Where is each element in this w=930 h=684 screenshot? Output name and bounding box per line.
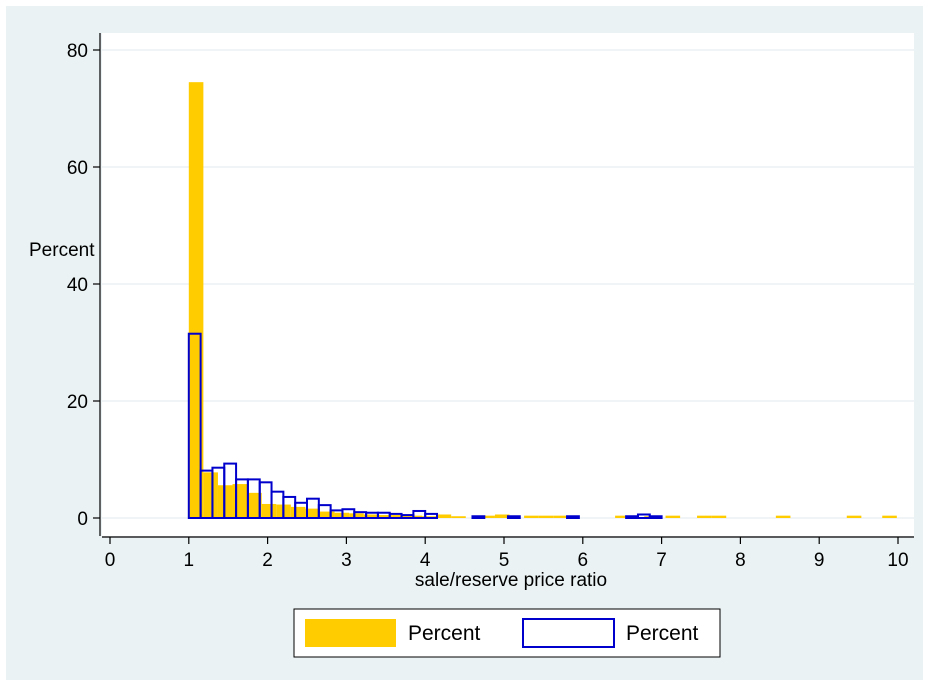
x-tick-label-4: 4: [420, 550, 431, 571]
filled-bar-30: [846, 515, 862, 518]
filled-bar-3: [232, 484, 248, 518]
x-tick-label-10: 10: [887, 550, 908, 571]
filled-bar-27: [697, 515, 712, 518]
filled-bar-15: [407, 515, 423, 518]
x-tick-label-2: 2: [262, 550, 273, 571]
filled-bar-22: [538, 515, 554, 518]
filled-bar-14: [392, 515, 408, 518]
filled-bar-4: [247, 492, 262, 518]
filled-bar-29: [775, 515, 791, 518]
filled-bar-28: [711, 515, 727, 518]
y-tick-label-60: 60: [67, 158, 88, 179]
legend-label-filled: Percent: [408, 622, 481, 645]
x-tick-label-9: 9: [814, 550, 825, 571]
x-tick-label-5: 5: [499, 550, 510, 571]
y-tick-label-0: 0: [77, 509, 88, 530]
y-tick-label-20: 20: [67, 392, 88, 413]
filled-bar-23: [553, 515, 568, 518]
y-axis-title: Percent: [29, 240, 95, 261]
filled-bar-21: [524, 515, 539, 518]
filled-bar-8: [305, 508, 321, 518]
outline-bar-24: [625, 515, 639, 519]
filled-bar-24: [615, 515, 630, 518]
filled-bar-5: [261, 503, 277, 518]
x-tick-label-1: 1: [184, 550, 195, 571]
x-axis-title: sale/reserve price ratio: [415, 570, 607, 591]
histogram-chart: 0 20 40 60 80 0 1 2 3 4 5 6 7 8 9 10 Percent sale/rese…: [29, 33, 914, 658]
y-tick-label-40: 40: [67, 275, 88, 296]
filled-bar-20: [494, 514, 510, 518]
y-axis: 0 20 40 60 80: [67, 33, 101, 536]
outline-bar-23: [566, 515, 580, 519]
legend-swatch-outline: [522, 618, 615, 648]
filled-bar-18: [451, 516, 466, 518]
filled-bar-12: [363, 514, 379, 518]
x-tick-label-3: 3: [341, 550, 352, 571]
legend: Percent Percent: [293, 608, 721, 658]
legend-label-outline: Percent: [626, 622, 699, 645]
filled-bar-13: [378, 515, 393, 518]
outline-bar-21: [471, 515, 486, 519]
x-axis: 0 1 2 3 4 5 6 7 8 9 10: [102, 536, 914, 571]
outline-bar-22: [506, 515, 521, 519]
filled-bar-17: [436, 514, 452, 518]
x-tick-label-8: 8: [735, 550, 746, 571]
outline-bar-0: [187, 332, 202, 519]
filled-bar-11: [349, 513, 364, 518]
x-tick-label-6: 6: [578, 550, 589, 571]
filled-bar-9: [320, 511, 335, 518]
outline-bar-20: [424, 512, 439, 519]
filled-bar-7: [290, 506, 306, 518]
outline-bar-26: [648, 515, 663, 519]
legend-swatch-filled: [305, 619, 396, 647]
outline-bars-series: [187, 332, 663, 520]
y-tick-label-80: 80: [67, 41, 88, 62]
filled-bar-19: [480, 515, 495, 518]
filled-bar-1: [203, 472, 218, 518]
filled-bar-31: [882, 515, 897, 518]
x-tick-label-7: 7: [656, 550, 667, 571]
chart-figure: 0 20 40 60 80 0 1 2 3 4 5 6 7 8 9 10 Percent sale/rese…: [6, 6, 923, 680]
filled-bar-26: [665, 515, 681, 518]
x-tick-label-0: 0: [105, 550, 116, 571]
